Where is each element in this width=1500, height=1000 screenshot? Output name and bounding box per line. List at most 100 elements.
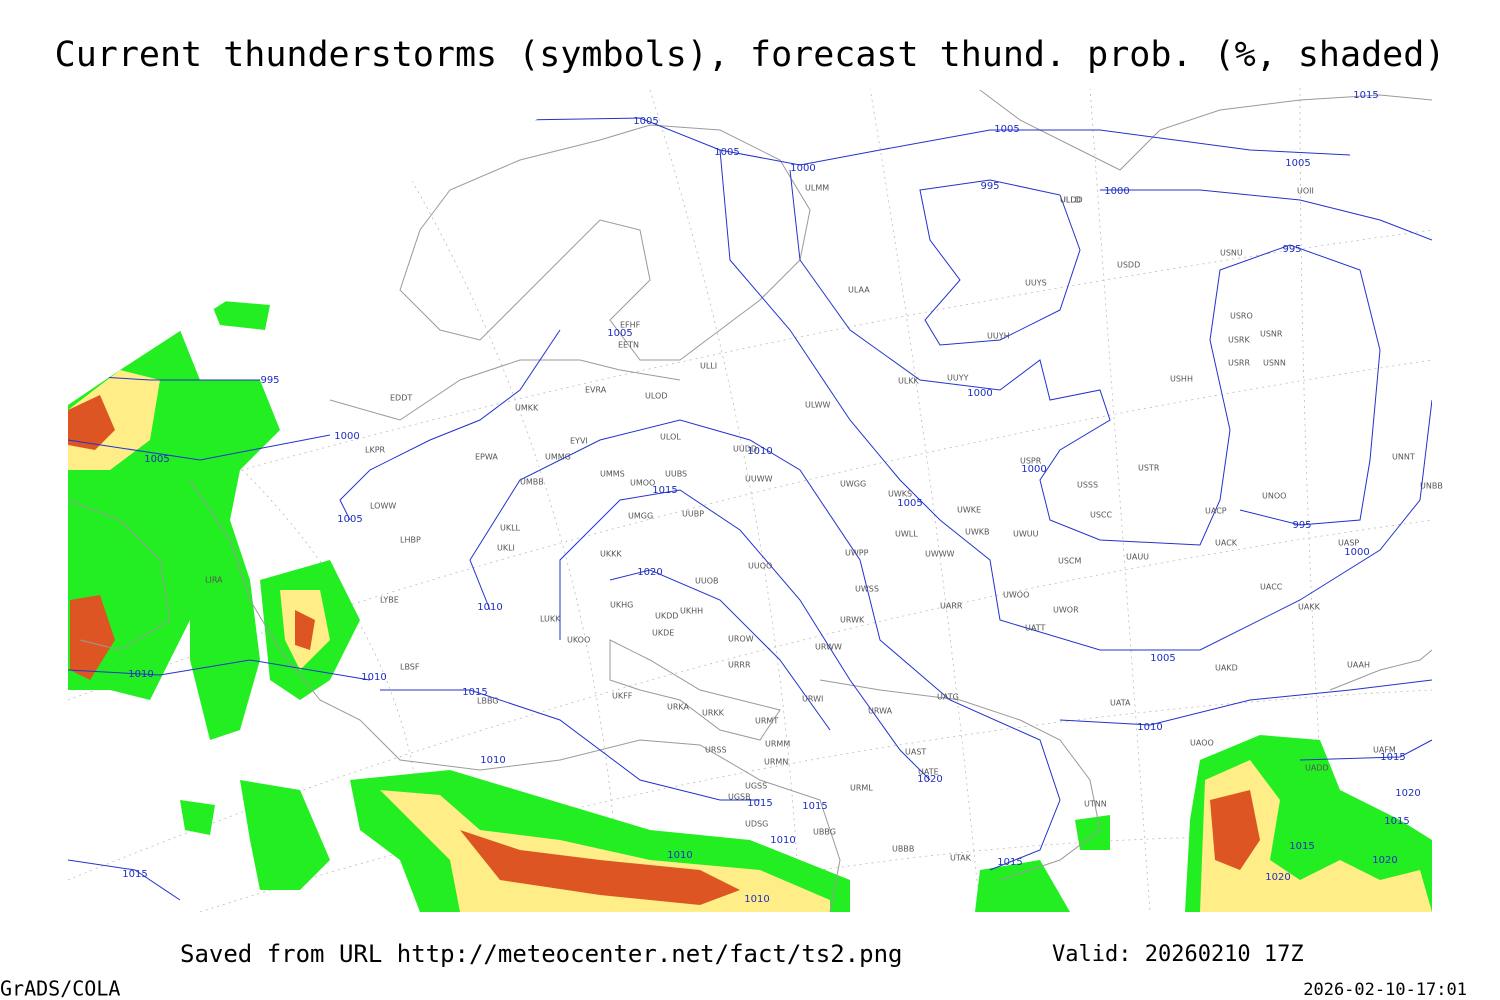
station-label: UWOO — [1003, 591, 1029, 600]
station-label: URWI — [802, 695, 823, 704]
isobar-label: 1010 — [1137, 722, 1162, 733]
isobar-label: 1015 — [997, 857, 1022, 868]
isobar-label: 1000 — [967, 388, 992, 399]
isobar-label: 1020 — [1395, 788, 1420, 799]
station-label: UUYH — [987, 332, 1010, 341]
isobar-label: 1015 — [1289, 841, 1314, 852]
station-label: LBBG — [477, 697, 499, 706]
station-label: EYVI — [570, 437, 588, 446]
isobar-label: 995 — [260, 375, 279, 386]
station-label: USCC — [1090, 511, 1113, 520]
title: Current thunderstorms (symbols), forecas… — [55, 35, 1446, 75]
station-label: ULWW — [805, 401, 830, 410]
station-label: EDDT — [390, 394, 412, 403]
station-label: UDSG — [745, 820, 768, 829]
station-label: USNR — [1260, 330, 1283, 339]
station-label: UATE — [918, 768, 939, 777]
isobars — [68, 117, 1432, 901]
station-label: UMOO — [630, 479, 655, 488]
isobar-label: 1010 — [477, 602, 502, 613]
station-label: USRK — [1228, 336, 1250, 345]
station-label: UAUU — [1126, 553, 1149, 562]
isobar-label: 1005 — [1150, 653, 1175, 664]
isobar-label: 995 — [1292, 520, 1311, 531]
station-label: UATA — [1110, 699, 1131, 708]
station-label: UACP — [1205, 507, 1227, 516]
station-label: EFHF — [620, 321, 641, 330]
isobar-label: 1015 — [122, 869, 147, 880]
station-label: EETN — [618, 341, 639, 350]
station-label: UKOO — [567, 636, 590, 645]
station-label: UWPP — [845, 549, 869, 558]
isobar-label: 1010 — [667, 850, 692, 861]
isobar-label: 1005 — [897, 498, 922, 509]
station-label: UUBP — [682, 510, 704, 519]
station-label: UKDE — [652, 629, 674, 638]
station-label: USRO — [1230, 312, 1253, 321]
station-label: UWKE — [957, 506, 981, 515]
station-label: ULDD — [1060, 196, 1083, 205]
isobar-label: 1000 — [1104, 186, 1129, 197]
station-label: UWKB — [965, 528, 990, 537]
isobar-label: 1005 — [994, 124, 1019, 135]
isobar-label: 1010 — [744, 894, 769, 905]
station-label: ULAA — [848, 286, 870, 295]
station-label: UAST — [905, 748, 926, 757]
station-label: UWGG — [840, 480, 866, 489]
station-label: UKDD — [655, 612, 678, 621]
station-label: UATT — [1025, 624, 1045, 633]
station-label: EPWA — [475, 453, 498, 462]
isobar-label: 1010 — [128, 669, 153, 680]
station-label: UMKK — [515, 404, 539, 413]
station-label: UUBS — [665, 470, 687, 479]
station-label: ULKK — [898, 377, 920, 386]
isobar-label: 1005 — [633, 116, 658, 127]
station-label: URML — [850, 784, 873, 793]
station-label: UMBB — [520, 478, 544, 487]
station-label: URMN — [764, 758, 788, 767]
isobar-label: 1015 — [1353, 90, 1378, 101]
valid-time: Valid: 20260210 17Z — [1052, 942, 1304, 967]
timestamp: 2026-02-10-17:01 — [1303, 980, 1467, 1000]
station-label: UWOR — [1053, 606, 1079, 615]
station-label: USNN — [1263, 359, 1286, 368]
station-label: UWKS — [888, 490, 912, 499]
station-label: UNNT — [1392, 453, 1415, 462]
station-label: USSS — [1077, 481, 1098, 490]
isobar-label: 1015 — [802, 801, 827, 812]
isobar-label: 995 — [1282, 244, 1301, 255]
isobar-label: 1015 — [652, 485, 677, 496]
station-label: LBSF — [400, 663, 420, 672]
station-label: UKFF — [612, 692, 633, 701]
station-label: URMM — [765, 740, 790, 749]
station-label: UKKK — [600, 550, 622, 559]
station-label: USNU — [1220, 249, 1243, 258]
isobar-label: 1010 — [770, 835, 795, 846]
station-label: USCM — [1058, 557, 1082, 566]
station-labels: EFHF EETN ULLI EVRA ULOD EDDT UMKK ULOL EYVI UUDD… — [205, 184, 1443, 863]
station-label: USTR — [1138, 464, 1160, 473]
station-label: UUWW — [745, 475, 773, 484]
station-label: URSS — [705, 746, 727, 755]
isobar-label: 1010 — [480, 755, 505, 766]
isobar-label: 1000 — [1344, 547, 1369, 558]
station-label: UUOB — [695, 577, 719, 586]
station-label: USHH — [1170, 375, 1193, 384]
isobar-label: 1015 — [1380, 752, 1405, 763]
station-label: UACC — [1260, 583, 1283, 592]
station-label: UARR — [940, 602, 963, 611]
isobar-label: 1010 — [747, 446, 772, 457]
station-label: USRR — [1228, 359, 1250, 368]
station-label: URWW — [815, 643, 842, 652]
isobar-label: 1005 — [337, 514, 362, 525]
isobar-label: 1000 — [334, 431, 359, 442]
isobar-label: 1010 — [361, 672, 386, 683]
isobar-label: 1020 — [1372, 855, 1397, 866]
station-label: URKK — [702, 709, 725, 718]
station-label: USDD — [1117, 261, 1140, 270]
station-label: UAAH — [1347, 661, 1370, 670]
station-label: UATG — [937, 693, 959, 702]
station-label: LIRA — [205, 576, 223, 585]
